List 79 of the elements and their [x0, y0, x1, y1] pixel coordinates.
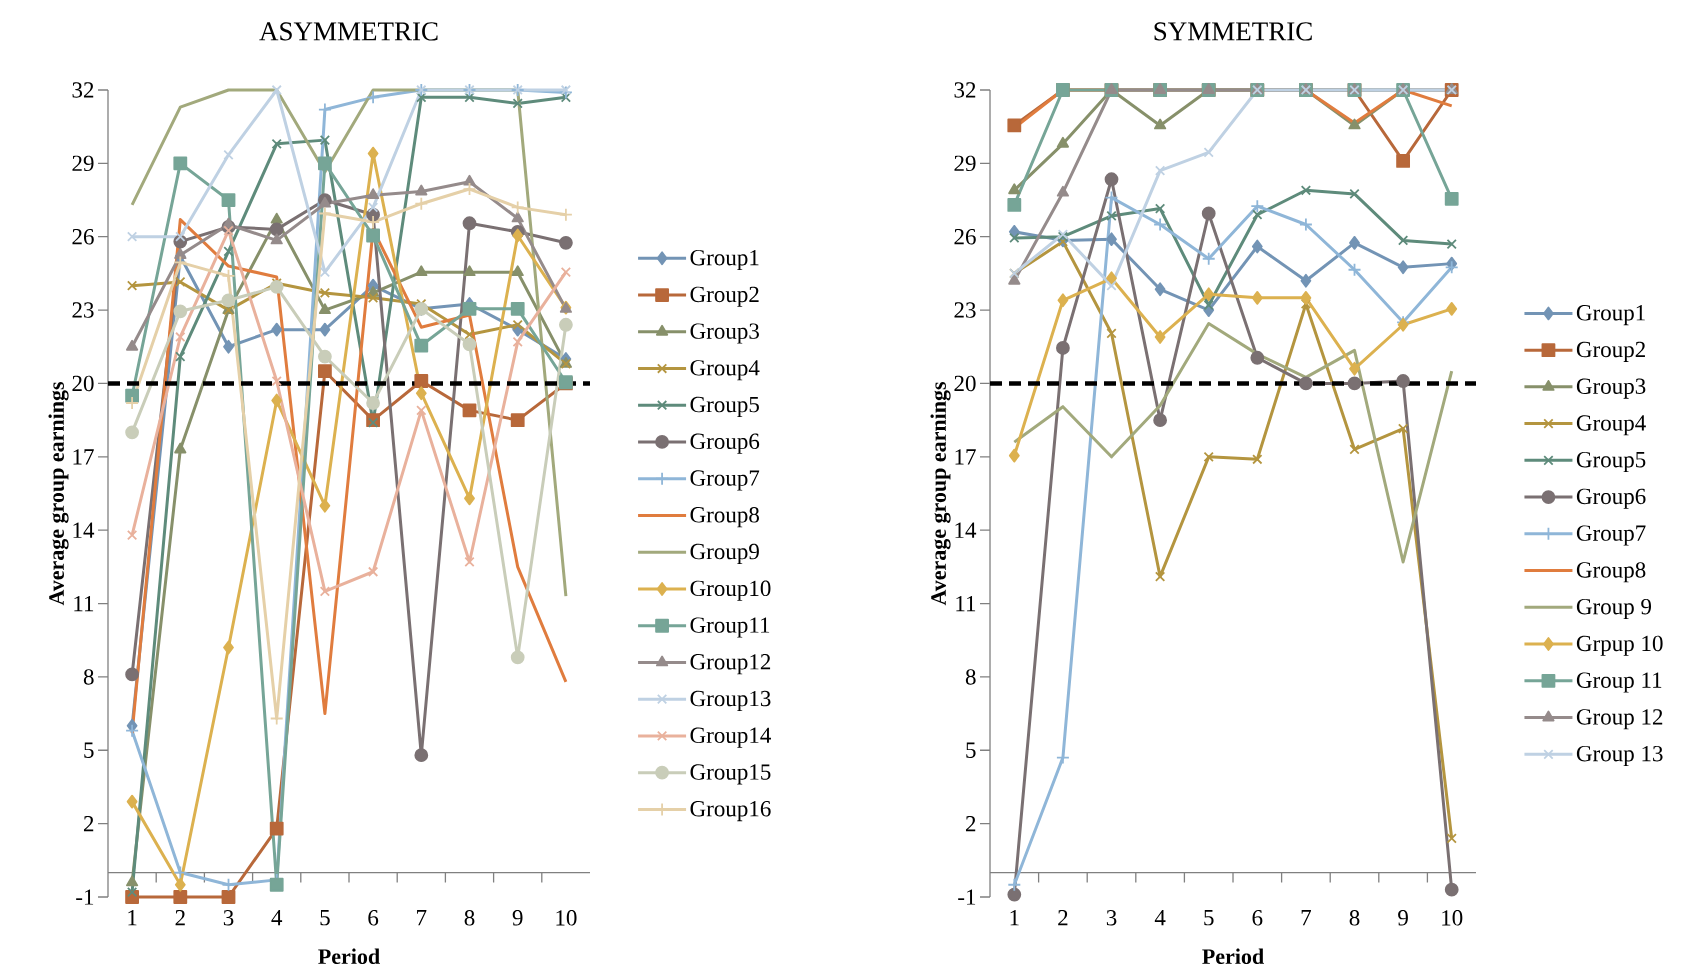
legend-label: Group2 [690, 286, 759, 307]
y-tick-label: 26 [72, 229, 94, 245]
legend-label: Group5 [690, 396, 759, 417]
y-tick-label: 29 [954, 155, 976, 172]
y-tick-label: 11 [956, 595, 976, 612]
legend-label: Group4 [690, 360, 760, 381]
y-tick-label: 23 [954, 302, 976, 318]
y-tick-label: 29 [72, 155, 94, 172]
x-tick-label: 3 [223, 910, 234, 926]
y-tick-label: 14 [73, 522, 95, 538]
legend-label: Group8 [1576, 562, 1646, 583]
legend-label: Group6 [1576, 488, 1646, 509]
chart-title: SYMMETRIC [1154, 22, 1312, 41]
x-tick-label: 2 [175, 910, 185, 926]
legend-label: Group13 [690, 690, 771, 711]
y-tick-label: 23 [72, 302, 94, 318]
x-tick-label: 6 [1252, 910, 1263, 926]
x-tick-label: 8 [464, 910, 475, 926]
legend-label: Group2 [1576, 341, 1645, 362]
y-axis-title: Average group earnings [48, 382, 69, 606]
y-tick-label: 32 [954, 82, 976, 98]
y-tick-label: 8 [83, 669, 94, 685]
y-tick-label: 2 [965, 816, 976, 832]
x-axis-title: Period [318, 948, 380, 965]
x-tick-label: 3 [1106, 910, 1117, 926]
y-tick-label: 2 [83, 816, 94, 832]
legend-label: Group7 [1576, 525, 1646, 546]
x-tick-label: 9 [512, 910, 523, 926]
y-tick-label: 5 [84, 742, 94, 758]
legend-label: Group9 [690, 543, 759, 564]
y-tick-label: 5 [966, 742, 976, 758]
legend-label: Group5 [1576, 451, 1646, 473]
x-tick-label: 9 [1398, 910, 1408, 926]
legend-label: Group10 [690, 580, 771, 601]
y-tick-label: 20 [72, 375, 94, 392]
x-axis-title: Period [1202, 948, 1264, 965]
legend-label: Group11 [690, 617, 770, 638]
legend-label: Group8 [690, 507, 759, 528]
y-tick-label: 8 [965, 669, 976, 685]
legend-label: Group15 [690, 764, 771, 785]
y-tick-label: -1 [76, 889, 94, 905]
y-tick-label: 26 [954, 229, 976, 245]
y-tick-label: 11 [74, 595, 94, 612]
legend-label: Group 9 [1576, 598, 1652, 620]
y-tick-label: 17 [955, 449, 976, 465]
chart-title: ASYMMETRIC [259, 22, 438, 41]
x-tick-label: 1 [1010, 910, 1019, 926]
legend-label: Group12 [690, 654, 771, 675]
legend-label: Group 12 [1576, 709, 1663, 730]
y-tick-label: 32 [72, 82, 94, 98]
x-tick-label: 5 [320, 910, 330, 926]
legend-label: Group16 [690, 801, 771, 822]
x-tick-label: 7 [1301, 910, 1311, 926]
legend-label: Group 13 [1576, 745, 1663, 767]
legend-label: Group3 [1576, 378, 1646, 399]
legend-label: Group 11 [1576, 672, 1662, 693]
y-tick-label: -1 [958, 889, 976, 905]
x-tick-label: 10 [1442, 910, 1463, 926]
legend-label: Group4 [1576, 415, 1646, 436]
legend-label: Group14 [690, 727, 771, 748]
legend-label: Group3 [690, 323, 759, 344]
x-tick-label: 7 [417, 910, 427, 926]
x-tick-label: 4 [271, 910, 283, 926]
y-tick-label: 20 [954, 375, 976, 392]
x-tick-label: 8 [1349, 910, 1360, 926]
y-axis-title: Average group earnings [930, 382, 951, 606]
legend-label: Group1 [690, 249, 759, 271]
legend-label: Group1 [1576, 305, 1645, 326]
x-tick-label: 2 [1058, 910, 1068, 926]
x-tick-label: 4 [1154, 910, 1166, 926]
x-tick-label: 6 [368, 910, 379, 926]
x-tick-label: 1 [128, 910, 137, 926]
y-tick-label: 14 [955, 522, 977, 538]
legend-label: Group6 [690, 433, 760, 454]
x-tick-label: 5 [1204, 910, 1214, 926]
x-tick-label: 10 [556, 910, 577, 926]
y-tick-label: 17 [73, 449, 94, 465]
legend-label: Group7 [690, 470, 760, 491]
legend-label: Grpup 10 [1576, 635, 1663, 656]
